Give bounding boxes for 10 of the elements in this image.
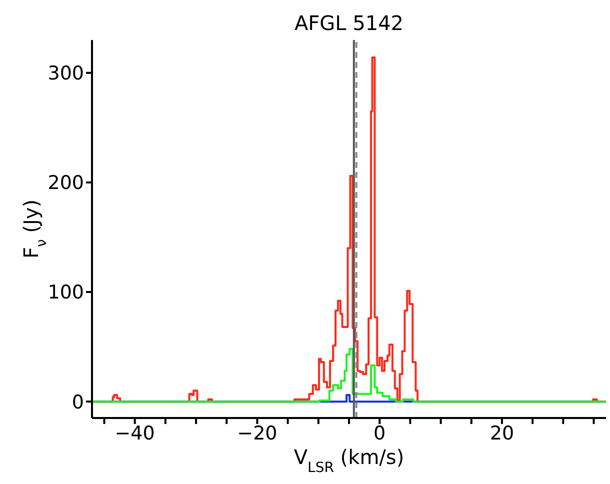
x-tick-label: −40 [114,422,155,444]
chart-title: AFGL 5142 [294,11,404,35]
x-tick-label: −20 [237,422,278,444]
x-tick-label: 20 [490,422,514,444]
y-tick-label: 200 [48,172,84,194]
x-axis-title: V$_{LSR}$ (km/s) [294,445,404,476]
y-tick-label: 100 [48,282,84,304]
x-tick-label: 0 [374,422,386,444]
y-tick-label: 0 [72,391,84,414]
y-tick-label: 300 [48,62,84,85]
